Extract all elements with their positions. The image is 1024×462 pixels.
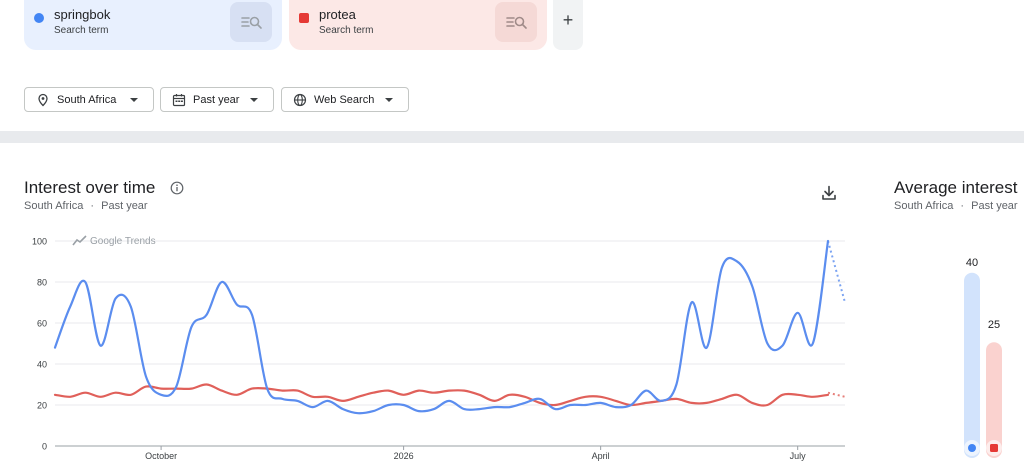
chevron-down-icon — [130, 98, 138, 102]
springbok-series-line — [53, 239, 830, 415]
search-term-card-protea[interactable]: protea Search term — [289, 0, 547, 50]
search-term-name: protea — [319, 7, 356, 22]
chevron-down-icon — [385, 98, 393, 102]
location-pin-icon — [38, 93, 48, 107]
y-tick-label: 80 — [37, 278, 47, 288]
interest-over-time-title: Interest over time — [24, 178, 156, 197]
calendar-icon — [172, 94, 186, 107]
x-tick-label: July — [790, 451, 807, 461]
info-icon[interactable] — [170, 181, 184, 195]
property-filter-label: Web Search — [314, 94, 375, 106]
time-filter-label: Past year — [193, 94, 240, 106]
plus-icon: + — [562, 10, 574, 30]
watermark-label: Google Trends — [90, 236, 156, 247]
x-tick-label: April — [592, 451, 610, 461]
search-term-name: springbok — [54, 7, 111, 22]
search-term-label: Search term — [54, 25, 109, 36]
springbok-color-dot — [34, 13, 44, 23]
springbok-bar-badge — [964, 440, 980, 456]
search-term-options-button[interactable] — [230, 2, 272, 42]
globe-icon — [293, 93, 307, 107]
y-tick-label: 60 — [37, 319, 47, 329]
search-term-options-button[interactable] — [495, 2, 537, 42]
average-interest-title: Average interest — [894, 178, 1018, 197]
download-icon[interactable] — [820, 184, 838, 202]
section-divider — [0, 131, 1024, 143]
protea-average-value: 25 — [988, 319, 1000, 331]
add-search-term-button[interactable]: + — [553, 0, 583, 50]
y-tick-label: 40 — [37, 360, 47, 370]
interest-subtitle: South Africa · Past year — [24, 200, 148, 212]
google-trends-watermark: Google Trends — [72, 235, 156, 247]
search-list-icon — [506, 16, 527, 29]
x-tick-label: October — [145, 451, 177, 461]
x-tick-label: 2026 — [394, 451, 414, 461]
region-filter-label: South Africa — [57, 94, 117, 106]
interest-subtitle-time: Past year — [101, 200, 148, 212]
property-filter-dropdown[interactable]: Web Search — [281, 87, 409, 112]
time-filter-dropdown[interactable]: Past year — [160, 87, 274, 112]
y-tick-label: 0 — [42, 442, 47, 452]
average-subtitle-time: Past year — [971, 200, 1018, 212]
protea-partial-data-line — [827, 391, 846, 398]
search-term-label: Search term — [319, 25, 374, 36]
search-list-icon — [241, 16, 262, 29]
chevron-down-icon — [250, 98, 258, 102]
springbok-average-value: 40 — [966, 257, 978, 269]
protea-average-bar — [986, 342, 1002, 458]
protea-series-line — [53, 383, 830, 407]
average-subtitle-region: South Africa — [894, 200, 954, 212]
interest-subtitle-region: South Africa — [24, 200, 84, 212]
subtitle-separator: · — [90, 200, 95, 212]
protea-bar-badge — [986, 440, 1002, 456]
springbok-marker-dot — [968, 444, 976, 452]
y-tick-label: 20 — [37, 401, 47, 411]
trend-arrow-icon — [72, 235, 87, 246]
y-tick-label: 100 — [32, 237, 47, 247]
protea-marker-square — [990, 444, 998, 452]
springbok-average-bar — [964, 272, 980, 458]
protea-color-dot — [299, 13, 309, 23]
average-subtitle: South Africa · Past year — [894, 200, 1018, 212]
subtitle-separator: · — [960, 200, 965, 212]
search-term-card-springbok[interactable]: springbok Search term — [24, 0, 282, 50]
region-filter-dropdown[interactable]: South Africa — [24, 87, 154, 112]
springbok-partial-data-line — [827, 240, 846, 303]
